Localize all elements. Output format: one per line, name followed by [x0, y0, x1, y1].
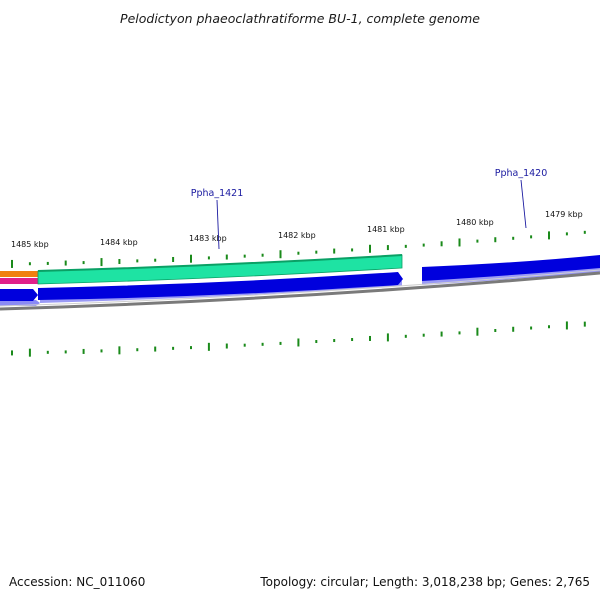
- outer-gc-tick: [172, 256, 175, 262]
- outer-gc-tick: [386, 245, 389, 251]
- cds-arrow-ppha-1420[interactable]: [422, 255, 600, 281]
- inner-gc-tick: [404, 334, 407, 338]
- inner-gc-tick: [565, 321, 568, 330]
- outer-gc-tick: [458, 238, 461, 247]
- kbp-scale: 1485 kbp 1484 kbp 1483 kbp 1482 kbp 1481…: [11, 210, 583, 249]
- inner-gc-tick: [440, 331, 443, 337]
- leader-line: [520, 179, 527, 229]
- gene-label-ppha-1421[interactable]: Ppha_1421: [191, 188, 244, 250]
- gene-name: Ppha_1421: [191, 188, 244, 199]
- outer-gc-tick: [476, 239, 479, 243]
- genome-summary-text: Topology: circular; Length: 3,018,238 bp…: [259, 575, 590, 589]
- outer-gc-tick: [369, 244, 371, 253]
- outer-gc-tick: [154, 258, 157, 262]
- outer-gc-tick: [315, 250, 318, 254]
- outer-gc-tick: [207, 256, 210, 260]
- inner-gc-tick: [154, 346, 157, 352]
- outer-gc-tick: [190, 254, 192, 263]
- outer-gc-tick: [11, 259, 13, 268]
- inner-gc-tick: [172, 346, 175, 350]
- accession-text: Accession: NC_011060: [9, 575, 145, 589]
- tick-label-1484: 1484 kbp: [100, 238, 138, 247]
- outer-gc-tick: [46, 261, 49, 265]
- inner-gc-tick: [28, 348, 31, 357]
- inner-gc-track: [11, 321, 586, 357]
- tick-label-1481: 1481 kbp: [367, 225, 405, 234]
- inner-gc-tick: [82, 348, 85, 354]
- outer-gc-tick: [548, 231, 550, 240]
- outer-gc-tick: [422, 243, 425, 247]
- outer-gc-tick: [351, 248, 354, 252]
- inner-gc-tick: [190, 346, 192, 350]
- outer-gc-tick: [440, 241, 443, 247]
- orange-feature[interactable]: [0, 271, 40, 277]
- outer-gc-tick: [565, 232, 568, 236]
- outer-gc-tick: [530, 235, 533, 239]
- inner-gc-tick: [386, 333, 389, 342]
- inner-gc-tick: [315, 340, 318, 344]
- genome-backbone: [0, 271, 600, 311]
- outer-gc-tick: [118, 259, 121, 265]
- cds-arrow-ppha-1421[interactable]: [38, 272, 403, 300]
- inner-gc-tick: [136, 348, 139, 352]
- tick-label-1480: 1480 kbp: [456, 218, 494, 227]
- inner-gc-tick: [118, 346, 121, 355]
- tick-label-1485: 1485 kbp: [11, 240, 49, 249]
- outer-gc-tick: [243, 254, 246, 258]
- inner-gc-tick: [458, 331, 461, 335]
- outer-gc-tick: [494, 237, 497, 243]
- inner-gc-tick: [243, 343, 246, 347]
- outer-gc-tick: [100, 258, 103, 267]
- inner-gc-tick: [207, 342, 210, 351]
- tick-label-1479: 1479 kbp: [545, 210, 583, 219]
- inner-gc-tick: [64, 350, 67, 354]
- genome-backbone-highlight: [0, 269, 600, 307]
- inner-gc-tick: [369, 335, 371, 341]
- outer-gc-tick: [28, 262, 31, 266]
- inner-gc-tick: [100, 349, 103, 353]
- gene-name: Ppha_1420: [495, 168, 548, 179]
- outer-gc-tick: [583, 230, 586, 234]
- gene-band-edge: [37, 254, 403, 272]
- inner-gc-tick: [11, 350, 13, 356]
- inner-gc-tick: [512, 326, 515, 332]
- outer-gc-tick: [279, 250, 282, 259]
- inner-gc-tick: [297, 338, 300, 347]
- inner-gc-tick: [422, 333, 425, 337]
- inner-gc-tick: [494, 328, 497, 332]
- inner-gc-tick: [583, 321, 586, 327]
- map-title: Pelodictyon phaeoclathratiforme BU-1, co…: [120, 11, 480, 26]
- inner-gc-tick: [476, 327, 479, 336]
- outer-gc-tick: [64, 260, 67, 266]
- inner-gc-tick: [351, 338, 354, 342]
- inner-gc-tick: [261, 342, 264, 346]
- outer-gc-tick: [297, 251, 300, 255]
- magenta-feature[interactable]: [0, 278, 40, 284]
- cds-shadow: [0, 300, 40, 306]
- outer-gc-tick: [333, 248, 336, 254]
- inner-gc-tick: [225, 343, 228, 349]
- inner-gc-tick: [279, 341, 282, 345]
- inner-gc-tick: [333, 339, 336, 343]
- outer-gc-tick: [512, 236, 515, 240]
- inner-gc-tick: [548, 325, 550, 329]
- outer-gc-tick: [404, 244, 407, 248]
- inner-gc-tick: [530, 326, 533, 330]
- leader-line: [216, 199, 220, 250]
- gene-label-ppha-1420[interactable]: Ppha_1420: [495, 168, 548, 229]
- outer-gc-tick: [261, 253, 264, 257]
- outer-gc-tick: [136, 259, 139, 263]
- tick-label-1482: 1482 kbp: [278, 231, 316, 240]
- outer-gc-tick: [82, 261, 85, 265]
- inner-gc-tick: [46, 350, 49, 354]
- outer-gc-tick: [225, 254, 228, 260]
- outer-gc-track: [11, 230, 586, 268]
- cds-arrow-left[interactable]: [0, 289, 38, 301]
- tick-label-1483: 1483 kbp: [189, 234, 227, 243]
